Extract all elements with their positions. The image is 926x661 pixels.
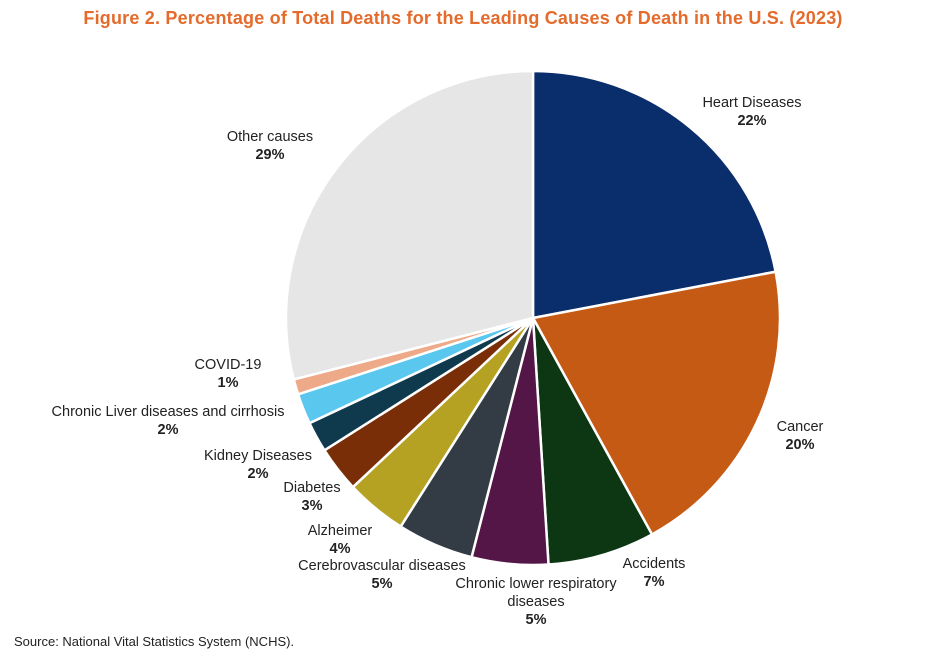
label-cancer: Cancer 20% [760,418,840,454]
label-heart-diseases: Heart Diseases 22% [682,94,822,130]
label-percent: 2% [247,466,269,482]
pie-slice-cancer [531,270,782,536]
label-percent: 22% [737,113,767,129]
label-percent: 3% [301,498,323,514]
label-percent: 2% [157,422,179,438]
pie-slice-accidents [531,316,654,566]
label-chronic-lower-respiratory: Chronic lower respiratory diseases 5% [436,575,636,629]
label-percent: 29% [255,147,285,163]
label-name: Heart Diseases [702,95,802,111]
label-percent: 5% [371,576,393,592]
pie-slice-heart-diseases [531,69,777,320]
label-name: Chronic lower respiratory diseases [455,576,617,610]
label-name: Cerebrovascular diseases [298,558,466,574]
label-name: Accidents [622,556,686,572]
label-alzheimer: Alzheimer 4% [290,522,390,558]
label-kidney-diseases: Kidney Diseases 2% [190,447,326,483]
label-percent: 1% [217,375,239,391]
label-name: Diabetes [283,480,341,496]
label-covid-19: COVID-19 1% [183,356,273,392]
label-percent: 5% [525,612,547,628]
label-name: COVID-19 [194,357,262,373]
label-name: Chronic Liver diseases and cirrhosis [51,404,285,420]
label-chronic-liver: Chronic Liver diseases and cirrhosis 2% [28,403,308,439]
label-name: Kidney Diseases [204,448,312,464]
label-diabetes: Diabetes 3% [272,479,352,515]
pie-slice-other-causes [284,69,535,381]
label-name: Alzheimer [307,523,373,539]
chart-title: Figure 2. Percentage of Total Deaths for… [83,8,843,28]
label-accidents: Accidents 7% [614,555,694,591]
label-percent: 20% [785,437,815,453]
label-name: Cancer [776,419,824,435]
source-note: Source: National Vital Statistics System… [14,634,295,649]
label-name: Other causes [226,129,314,145]
label-other-causes: Other causes 29% [210,128,330,164]
label-percent: 4% [329,541,351,557]
label-percent: 7% [643,574,665,590]
label-cerebrovascular: Cerebrovascular diseases 5% [282,557,482,593]
